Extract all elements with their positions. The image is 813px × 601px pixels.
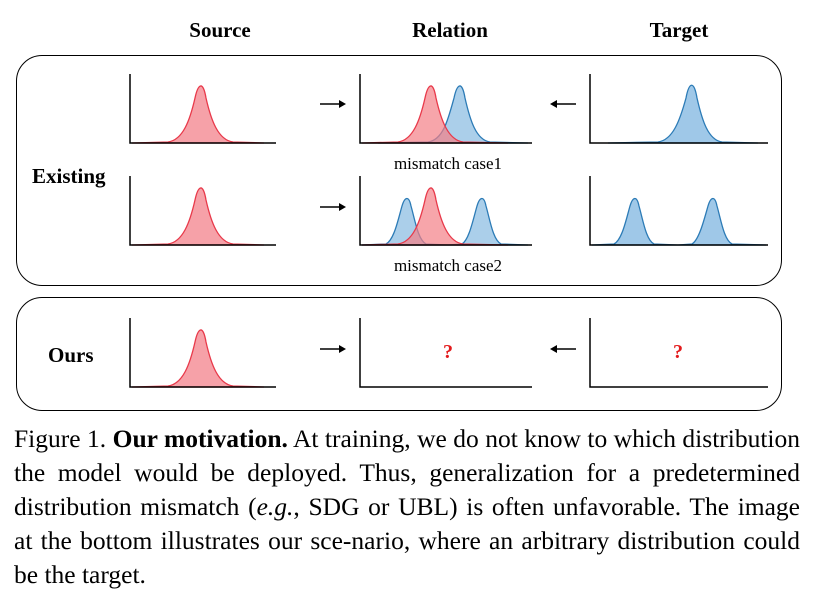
red-distribution-curve: [361, 187, 509, 246]
plot-axes: [589, 318, 768, 388]
existing-target-plot-2: [589, 176, 768, 246]
ours-target-plot: [589, 318, 768, 388]
plot-axes: [359, 176, 532, 246]
unknown-relation-mark: ?: [443, 341, 453, 363]
unknown-target-mark: ?: [673, 341, 683, 363]
caption-text-2: , SDG or UBL) is often unfavorable. The …: [14, 492, 800, 589]
mismatch-case2-label: mismatch case2: [393, 256, 503, 275]
caption-text-1: At training, we do not know to which dis…: [14, 424, 801, 521]
plot-axes: [129, 318, 276, 388]
existing-source-plot-2: [129, 176, 276, 246]
blue-distribution-curve: [377, 85, 529, 144]
existing-relation-plot-2: [359, 176, 532, 246]
blue-distribution-curve: [607, 84, 759, 144]
right-arrow-icon: [320, 203, 346, 211]
left-arrow-icon: [550, 345, 576, 353]
caption-eg: e.g.: [256, 492, 294, 521]
existing-panel: [16, 55, 782, 286]
existing-relation-plot-1: [359, 74, 532, 144]
row-label-ours: Ours: [48, 343, 94, 367]
left-arrow-icon: [550, 100, 576, 108]
column-header-source: Source: [189, 18, 251, 42]
plot-axes: [129, 74, 276, 144]
column-header-target: Target: [649, 18, 709, 42]
red-distribution-curve: [131, 187, 265, 246]
blue-distribution-curve-right: [447, 197, 529, 246]
mismatch-case1-label: mismatch case1: [393, 154, 503, 173]
ours-panel: [16, 297, 782, 411]
row-label-existing: Existing: [32, 164, 106, 188]
red-distribution-curve: [361, 85, 509, 144]
right-arrow-icon: [320, 345, 346, 353]
blue-distribution-curve-right: [677, 197, 767, 246]
plot-axes: [589, 176, 768, 246]
plot-axes: [589, 74, 768, 144]
existing-target-plot-1: [589, 74, 768, 144]
column-header-relation: Relation: [412, 18, 488, 42]
red-distribution-curve: [131, 329, 265, 388]
caption-title: Our motivation.: [112, 424, 288, 453]
blue-distribution-curve-left: [591, 197, 679, 246]
ours-source-plot: [129, 318, 276, 388]
red-distribution-curve: [131, 85, 265, 144]
existing-source-plot-1: [129, 74, 276, 144]
figure-number: Figure 1.: [14, 424, 107, 453]
figure-caption: Figure 1. Our motivation. At training, w…: [14, 422, 800, 592]
ours-relation-plot: [359, 318, 532, 388]
plot-axes: [359, 318, 532, 388]
plot-axes: [359, 74, 532, 144]
right-arrow-icon: [320, 100, 346, 108]
plot-axes: [129, 176, 276, 246]
